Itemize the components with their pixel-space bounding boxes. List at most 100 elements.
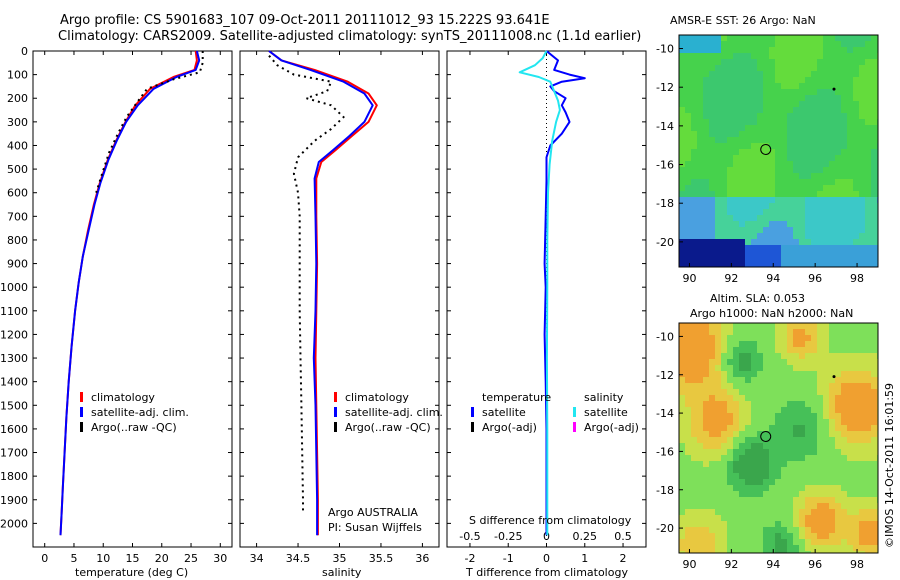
map-cell <box>817 419 823 425</box>
map-cell <box>745 47 751 53</box>
map-cell <box>835 185 841 191</box>
map-cell <box>721 545 727 551</box>
map-cell <box>757 113 763 119</box>
map-cell <box>805 383 811 389</box>
map-cell <box>841 407 847 413</box>
map-cell <box>757 353 763 359</box>
map-cell <box>799 473 805 479</box>
map-cell <box>727 173 733 179</box>
map-cell <box>745 443 751 449</box>
map-cell <box>793 173 799 179</box>
map-cell <box>787 485 793 491</box>
map-cell <box>757 527 763 533</box>
map-cell <box>739 203 745 209</box>
map-cell <box>805 137 811 143</box>
y-tick-label: 1400 <box>0 376 28 389</box>
map-cell <box>721 539 727 545</box>
map-cell <box>793 179 799 185</box>
map-cell <box>787 359 793 365</box>
map-cell <box>679 383 685 389</box>
map-cell <box>835 413 841 419</box>
map-cell <box>727 509 733 515</box>
map-x-tick-label: 98 <box>850 558 864 571</box>
map-cell <box>829 437 835 443</box>
temp-xlabel: temperature (deg C) <box>75 566 188 579</box>
map-cell <box>727 161 733 167</box>
map-cell <box>769 347 775 353</box>
map-cell <box>799 245 805 251</box>
map-cell <box>685 509 691 515</box>
map-cell <box>787 101 793 107</box>
map-cell <box>751 497 757 503</box>
map-cell <box>871 437 877 443</box>
map-cell <box>775 443 781 449</box>
map-cell <box>709 509 715 515</box>
map-cell <box>835 473 841 479</box>
map-cell <box>805 107 811 113</box>
map-cell <box>727 143 733 149</box>
map-cell <box>805 83 811 89</box>
map-cell <box>793 455 799 461</box>
map-cell <box>829 251 835 257</box>
map-cell <box>697 527 703 533</box>
map-cell <box>817 119 823 125</box>
map-cell <box>697 35 703 41</box>
map-cell <box>823 359 829 365</box>
map-cell <box>835 509 841 515</box>
map-cell <box>775 407 781 413</box>
map-cell <box>859 533 865 539</box>
map-cell <box>679 395 685 401</box>
legend-p1-sat-swatch <box>80 407 83 417</box>
map-cell <box>751 173 757 179</box>
map-cell <box>709 425 715 431</box>
y-tick-label: 900 <box>7 258 28 271</box>
map-cell <box>691 203 697 209</box>
map-cell <box>691 149 697 155</box>
map-cell <box>871 431 877 437</box>
map-cell <box>757 173 763 179</box>
map-cell <box>769 251 775 257</box>
map-cell <box>757 185 763 191</box>
map-cell <box>793 113 799 119</box>
map-cell <box>751 389 757 395</box>
map-cell <box>733 89 739 95</box>
map-cell <box>781 107 787 113</box>
map-cell <box>715 233 721 239</box>
map-cell <box>787 149 793 155</box>
map-cell <box>847 335 853 341</box>
map-cell <box>757 365 763 371</box>
map-cell <box>781 431 787 437</box>
map-cell <box>781 461 787 467</box>
map-cell <box>853 473 859 479</box>
map-cell <box>781 137 787 143</box>
map-cell <box>769 185 775 191</box>
map-cell <box>745 59 751 65</box>
map-cell <box>769 137 775 143</box>
map-cell <box>679 353 685 359</box>
map-cell <box>733 83 739 89</box>
map-cell <box>847 245 853 251</box>
map-cell <box>763 65 769 71</box>
map-cell <box>853 353 859 359</box>
map-cell <box>853 101 859 107</box>
map-cell <box>685 395 691 401</box>
map-cell <box>697 263 703 267</box>
map-cell <box>697 431 703 437</box>
map-cell <box>697 491 703 497</box>
map-cell <box>853 371 859 377</box>
map-cell <box>679 149 685 155</box>
map-cell <box>685 197 691 203</box>
map-cell <box>835 131 841 137</box>
map-cell <box>739 473 745 479</box>
map-y-tick-label: -10 <box>656 43 674 56</box>
map-cell <box>865 215 871 221</box>
map-cell <box>757 47 763 53</box>
map-cell <box>685 503 691 509</box>
map-cell <box>865 197 871 203</box>
map-cell <box>733 71 739 77</box>
map-cell <box>799 251 805 257</box>
map-cell <box>841 359 847 365</box>
map-cell <box>715 329 721 335</box>
map-cell <box>853 521 859 527</box>
map-cell <box>745 101 751 107</box>
